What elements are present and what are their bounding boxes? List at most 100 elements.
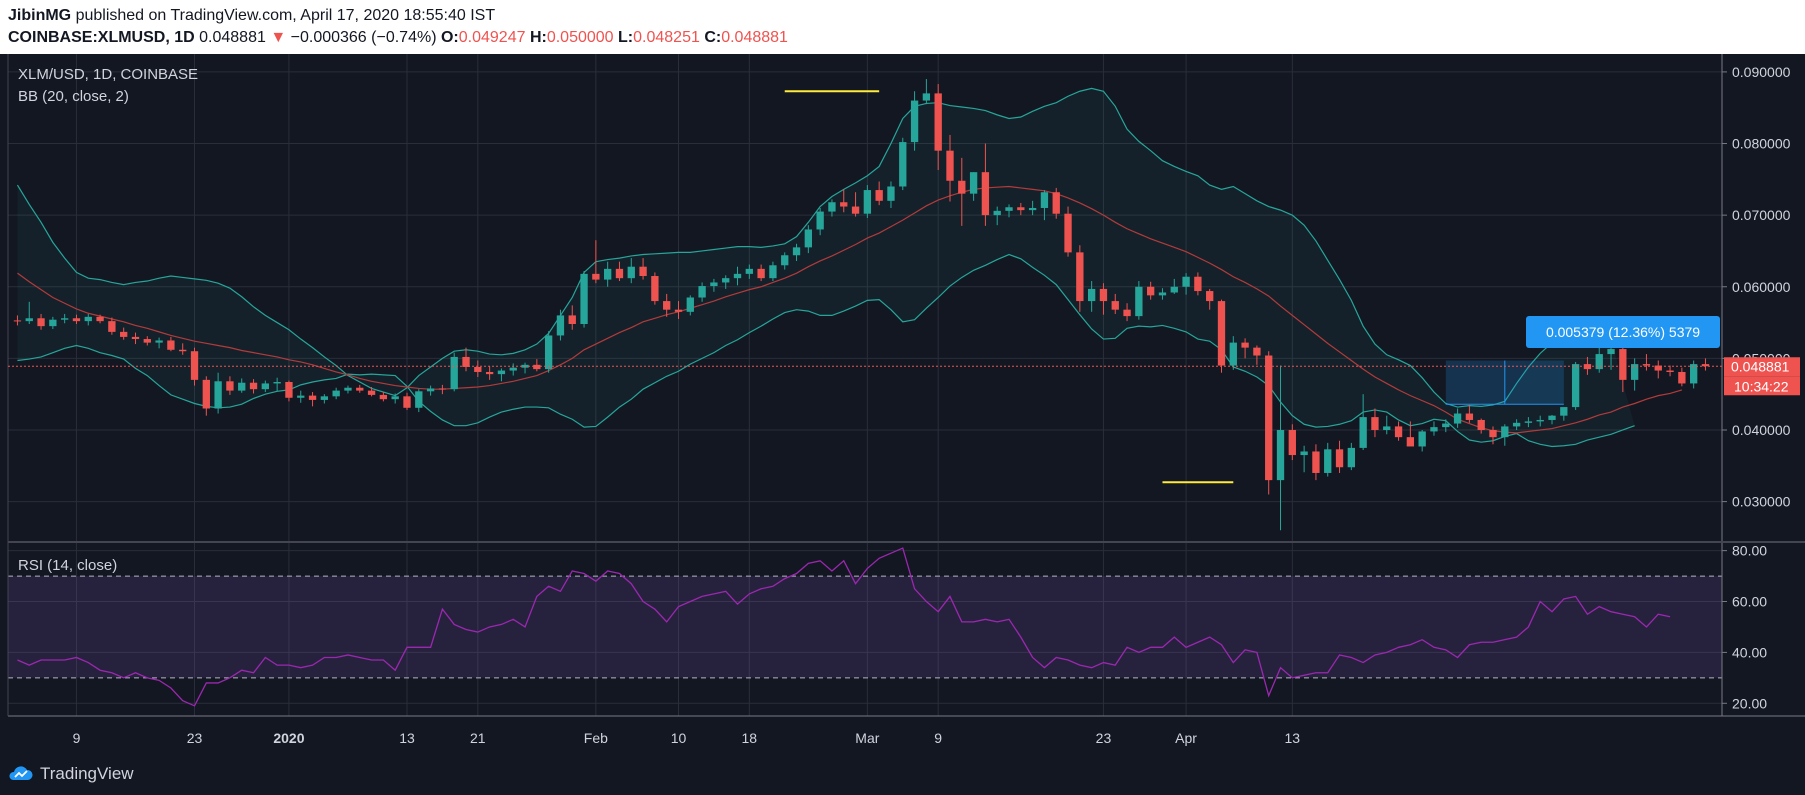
candle[interactable] — [816, 207, 824, 236]
candle[interactable] — [1288, 424, 1296, 461]
candle[interactable] — [1619, 344, 1627, 393]
candle[interactable] — [120, 327, 128, 340]
candle[interactable] — [781, 252, 789, 270]
candle[interactable] — [297, 390, 305, 403]
candle[interactable] — [769, 261, 777, 282]
candle[interactable] — [1560, 407, 1568, 421]
bb-legend[interactable]: BB (20, close, 2) — [18, 88, 129, 105]
candle[interactable] — [379, 392, 388, 402]
candle[interactable] — [1005, 204, 1013, 218]
candle[interactable] — [1147, 281, 1155, 300]
candle[interactable] — [25, 301, 33, 324]
candle[interactable] — [993, 206, 1001, 226]
candle[interactable] — [1335, 440, 1344, 473]
candle[interactable] — [1595, 347, 1603, 373]
measure-label-box[interactable] — [1526, 316, 1720, 348]
candle[interactable] — [615, 261, 624, 282]
candle[interactable] — [1630, 358, 1639, 391]
candle[interactable] — [1099, 283, 1108, 315]
candle[interactable] — [1394, 421, 1403, 441]
candle[interactable] — [804, 225, 812, 254]
candle[interactable] — [367, 387, 376, 397]
candle[interactable] — [1701, 358, 1710, 371]
candle[interactable] — [1536, 415, 1544, 427]
candle[interactable] — [1642, 354, 1651, 371]
candle[interactable] — [851, 192, 860, 217]
candle[interactable] — [438, 384, 447, 395]
candle[interactable] — [722, 275, 730, 289]
candle[interactable] — [1607, 344, 1615, 370]
candle[interactable] — [214, 372, 222, 414]
candle[interactable] — [474, 360, 482, 377]
candle[interactable] — [1430, 421, 1438, 436]
candle[interactable] — [403, 392, 411, 410]
candle[interactable] — [273, 377, 281, 392]
candle[interactable] — [1453, 408, 1462, 428]
candle[interactable] — [485, 366, 494, 380]
candle[interactable] — [1512, 419, 1521, 430]
candle[interactable] — [1571, 361, 1580, 410]
candle[interactable] — [320, 394, 329, 404]
candle[interactable] — [61, 313, 69, 324]
candle[interactable] — [1477, 418, 1485, 434]
candle[interactable] — [1276, 365, 1285, 531]
candle[interactable] — [958, 157, 966, 226]
candle[interactable] — [108, 317, 116, 335]
candle[interactable] — [592, 240, 600, 284]
candle[interactable] — [1678, 367, 1686, 387]
candle[interactable] — [131, 332, 140, 345]
candle[interactable] — [1524, 417, 1533, 428]
candle[interactable] — [249, 379, 258, 394]
candle[interactable] — [1206, 288, 1214, 310]
candle[interactable] — [568, 305, 576, 330]
candle[interactable] — [190, 347, 199, 386]
candle[interactable] — [1111, 293, 1119, 314]
candle[interactable] — [462, 347, 470, 372]
candle[interactable] — [1158, 288, 1167, 300]
candle[interactable] — [155, 337, 163, 349]
candle[interactable] — [308, 392, 317, 407]
candlestick-chart[interactable]: 0.005379 (12.36%) 5379 9 23 2020 13 21 Feb 10 1… — [0, 54, 1805, 756]
candle[interactable] — [757, 264, 765, 282]
candle[interactable] — [202, 376, 210, 416]
candle[interactable] — [1194, 272, 1202, 296]
candle[interactable] — [1241, 338, 1249, 359]
candle[interactable] — [627, 258, 635, 284]
candle[interactable] — [698, 282, 706, 302]
candle[interactable] — [1017, 202, 1025, 216]
candle[interactable] — [1064, 206, 1072, 257]
candle[interactable] — [1300, 445, 1308, 473]
candle[interactable] — [639, 258, 647, 280]
candle[interactable] — [1371, 408, 1379, 438]
candle[interactable] — [1383, 415, 1391, 435]
candle[interactable] — [356, 384, 364, 393]
candle[interactable] — [1040, 190, 1049, 221]
candle[interactable] — [663, 293, 671, 317]
candle[interactable] — [261, 380, 269, 393]
candle[interactable] — [1359, 394, 1367, 451]
candle[interactable] — [1253, 345, 1261, 365]
candle[interactable] — [1654, 360, 1662, 379]
candle[interactable] — [1123, 303, 1131, 322]
candle[interactable] — [934, 84, 942, 171]
candle[interactable] — [792, 243, 801, 261]
candle[interactable] — [96, 314, 104, 324]
candle[interactable] — [1076, 245, 1084, 312]
candle[interactable] — [37, 313, 45, 330]
candle[interactable] — [651, 272, 659, 305]
candle[interactable] — [344, 385, 352, 394]
candle[interactable] — [238, 378, 246, 393]
candle[interactable] — [143, 336, 151, 346]
candle[interactable] — [981, 143, 990, 226]
candle[interactable] — [875, 181, 883, 206]
candle[interactable] — [332, 387, 340, 400]
candle[interactable] — [604, 261, 612, 287]
candle[interactable] — [1087, 281, 1096, 312]
candle[interactable] — [1347, 442, 1356, 471]
candle[interactable] — [863, 185, 872, 219]
tradingview-logo[interactable]: TradingView — [8, 764, 134, 784]
candle[interactable] — [226, 376, 234, 395]
candle[interactable] — [49, 316, 57, 330]
candle[interactable] — [533, 359, 541, 372]
candle[interactable] — [887, 181, 895, 208]
